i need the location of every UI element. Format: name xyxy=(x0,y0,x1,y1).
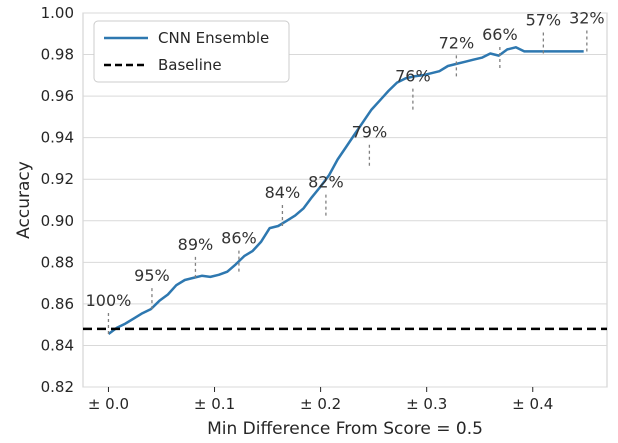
y-axis-title: Accuracy xyxy=(14,161,34,239)
y-tick-label: 0.88 xyxy=(41,253,74,271)
legend-box xyxy=(93,20,290,83)
annotation-label: 95% xyxy=(134,266,170,285)
x-tick-label: ± 0.0 xyxy=(88,395,129,413)
x-axis-title: Min Difference From Score = 0.5 xyxy=(207,419,483,439)
x-tick-label: ± 0.4 xyxy=(512,395,553,413)
y-tick-label: 0.84 xyxy=(41,336,74,354)
annotation-label: 82% xyxy=(308,173,344,192)
annotations: 100%95% 89% 86% 84% 82% 79% 76% 72% 66% 57% 32% xyxy=(86,8,605,335)
tick-labels: 0.82 0.84 0.86 0.88 0.90 0.92 0.94 0.96 0.98 1.00… xyxy=(41,4,554,413)
legend: CNN Ensemble Baseline xyxy=(93,20,290,83)
annotation-label: 66% xyxy=(482,25,518,44)
y-tick-label: 0.94 xyxy=(41,129,74,147)
y-tick-label: 0.90 xyxy=(41,212,74,230)
annotation-label: 89% xyxy=(178,235,214,254)
y-tick-label: 0.96 xyxy=(41,87,74,105)
y-tick-label: 0.82 xyxy=(41,378,74,396)
legend-label-baseline: Baseline xyxy=(158,56,222,74)
x-tick-label: ± 0.1 xyxy=(194,395,235,413)
y-tick-label: 0.98 xyxy=(41,46,74,64)
y-tick-label: 1.00 xyxy=(41,4,74,22)
annotation-label: 79% xyxy=(352,123,388,142)
series-layer xyxy=(83,46,607,336)
legend-label-cnn-ensemble: CNN Ensemble xyxy=(158,29,269,47)
annotation-label: 100% xyxy=(86,291,132,310)
x-tick-label: ± 0.2 xyxy=(300,395,341,413)
annotation-label: 57% xyxy=(526,11,562,30)
y-tick-label: 0.92 xyxy=(41,170,74,188)
annotation-label: 86% xyxy=(221,229,257,248)
series-line-cnn-ensemble xyxy=(107,46,584,336)
annotation-label: 72% xyxy=(439,33,475,52)
y-tick-label: 0.86 xyxy=(41,295,74,313)
annotation-label: 32% xyxy=(569,8,605,27)
annotation-label: 84% xyxy=(265,183,301,202)
annotation-label: 76% xyxy=(395,67,431,86)
x-tick-label: ± 0.3 xyxy=(406,395,447,413)
